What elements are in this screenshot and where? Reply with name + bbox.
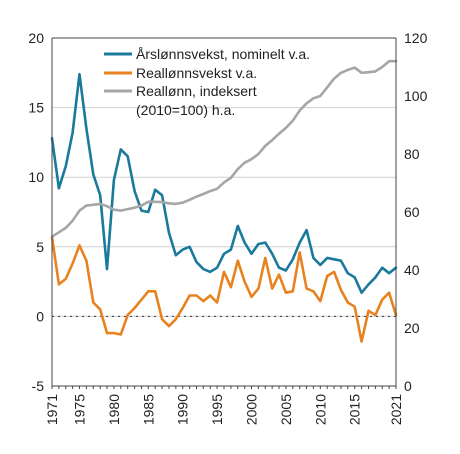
- x-axis-ticks: 1971 1975 1980 1985 1990 1995 2000 2005 2010 2015…: [44, 386, 404, 425]
- left-axis-ticks: -5 0 5 10 15 20: [28, 30, 44, 394]
- left-tick-label: 10: [28, 169, 44, 185]
- series-line-1: [50, 235, 398, 343]
- series-line-2: [50, 59, 398, 238]
- right-tick-label: 40: [404, 262, 420, 278]
- right-tick-label: 60: [404, 204, 420, 220]
- x-tick-label: 2010: [312, 394, 328, 425]
- x-tick-label: 1975: [72, 394, 88, 425]
- x-tick-label: 2015: [347, 394, 363, 425]
- legend-label-2: (2010=100) h.a.: [136, 102, 235, 118]
- left-tick-label: 0: [36, 308, 44, 324]
- right-tick-label: 0: [404, 378, 412, 394]
- x-tick-label: 2021: [388, 394, 404, 425]
- right-tick-label: 20: [404, 320, 420, 336]
- x-tick-label: 1985: [140, 394, 156, 425]
- left-tick-label: -5: [32, 378, 45, 394]
- gridlines: [52, 107, 396, 317]
- x-tick-label: 1980: [106, 394, 122, 425]
- left-tick-label: 5: [36, 239, 44, 255]
- right-tick-label: 80: [404, 146, 420, 162]
- legend-label-2: Reallønn, indeksert: [136, 83, 257, 99]
- x-tick-label: 1995: [209, 394, 225, 425]
- right-tick-label: 120: [404, 30, 428, 46]
- series-line-0: [50, 72, 398, 295]
- x-tick-label: 1971: [44, 394, 60, 425]
- right-axis-ticks: 0 20 40 60 80 100 120: [404, 30, 428, 394]
- series-lines: [50, 59, 398, 343]
- x-tick-label: 2005: [278, 394, 294, 425]
- x-tick-label: 2000: [244, 394, 260, 425]
- legend-label-1: Reallønnsvekst v.a.: [136, 65, 257, 81]
- legend: Årslønnsvekst, nominelt v.a. Reallønnsvek…: [104, 46, 310, 118]
- right-tick-label: 100: [404, 88, 428, 104]
- left-tick-label: 20: [28, 30, 44, 46]
- legend-label-0: Årslønnsvekst, nominelt v.a.: [136, 46, 310, 62]
- x-tick-label: 1990: [175, 394, 191, 425]
- left-tick-label: 15: [28, 100, 44, 116]
